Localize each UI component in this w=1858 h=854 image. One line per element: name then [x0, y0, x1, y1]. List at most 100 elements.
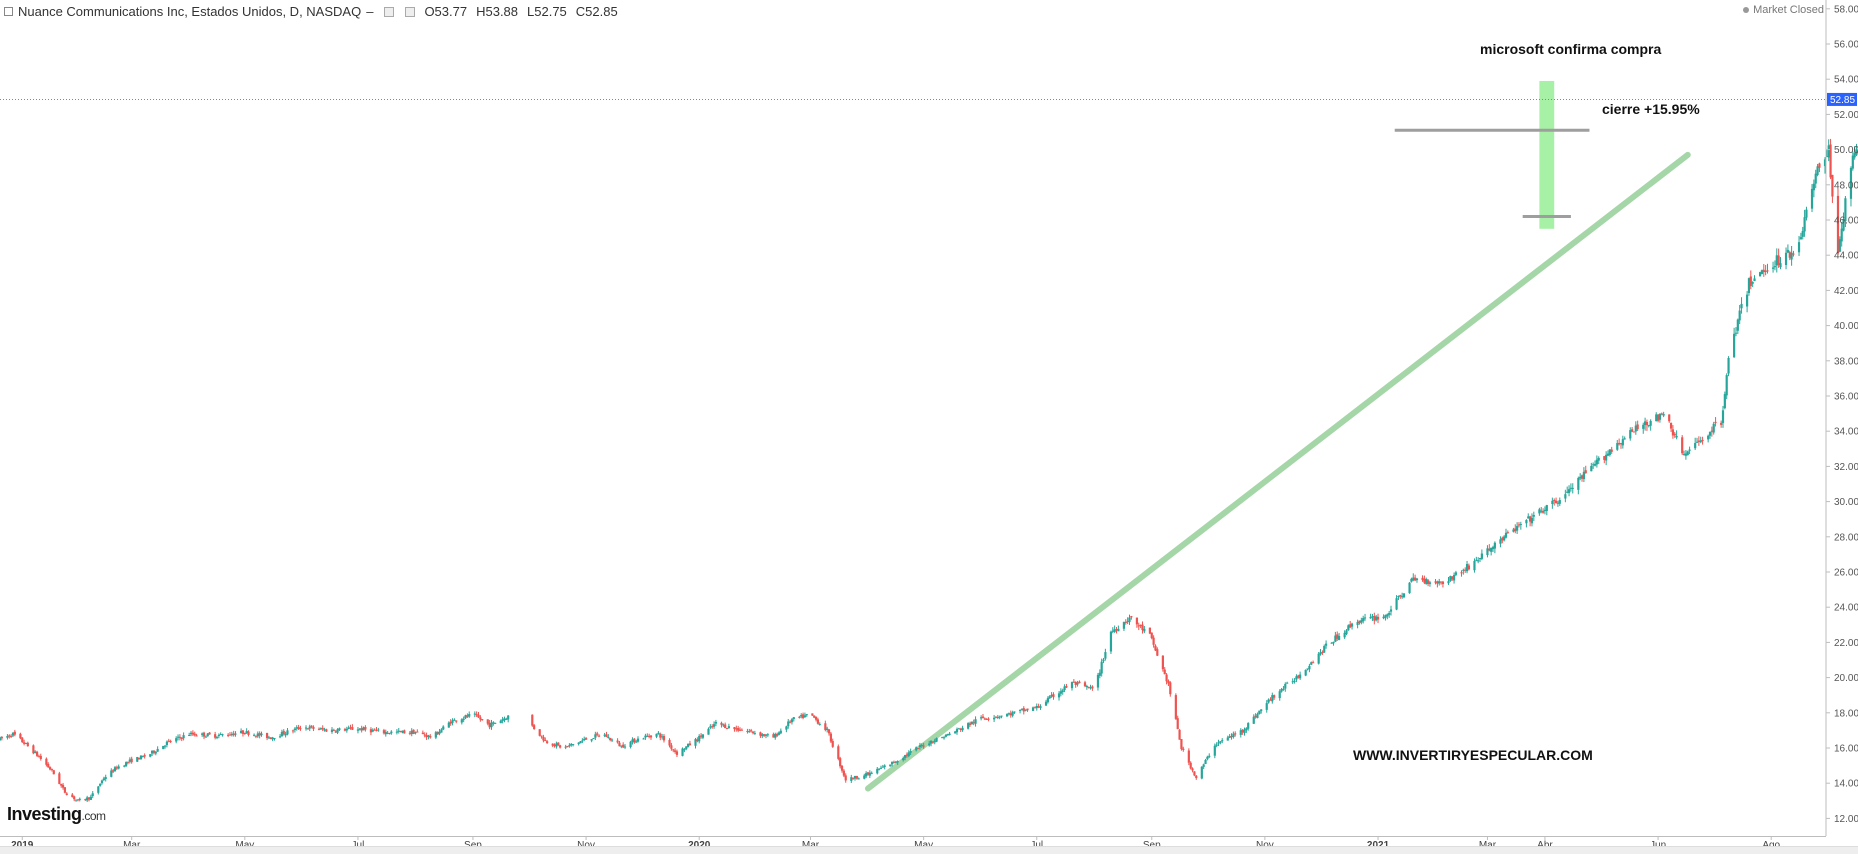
- candle-body: [1447, 581, 1450, 584]
- time-scrollbar[interactable]: [0, 846, 1858, 854]
- candle-body: [850, 777, 853, 781]
- candle-body: [1022, 708, 1025, 712]
- status-dot-icon: [1743, 7, 1750, 14]
- gap-highlight-box: [1539, 80, 1555, 229]
- candle-body: [683, 749, 686, 751]
- dropdown-icon[interactable]: –: [366, 4, 374, 19]
- candle-body: [1571, 487, 1574, 489]
- candle-body: [763, 734, 766, 736]
- candle-body: [1091, 686, 1094, 689]
- candle-body: [505, 718, 508, 720]
- candle-body: [349, 727, 352, 729]
- candle-body: [1514, 528, 1517, 532]
- candle-body: [214, 734, 217, 738]
- candle-body: [675, 751, 679, 755]
- candle-body: [65, 793, 68, 795]
- candle-body: [1035, 705, 1038, 709]
- candle-body: [839, 758, 842, 767]
- candle-body: [633, 738, 636, 743]
- candle-body: [169, 741, 172, 743]
- candle-body: [1187, 750, 1190, 763]
- candle-body: [668, 739, 671, 746]
- candle-body: [143, 755, 146, 757]
- candle-body: [1363, 617, 1367, 619]
- candle-body: [125, 762, 128, 767]
- candle-body: [462, 718, 465, 720]
- candle-body: [1844, 198, 1847, 222]
- candle-body: [1020, 709, 1024, 711]
- candle-body: [1048, 696, 1051, 699]
- candle-body: [1141, 624, 1144, 631]
- candle-body: [1089, 687, 1092, 689]
- close-icon[interactable]: [405, 6, 416, 17]
- candle-body: [280, 731, 284, 737]
- candle-body: [1369, 616, 1372, 619]
- candle-body: [273, 738, 276, 740]
- candle-body: [1784, 252, 1788, 266]
- candle-body: [853, 775, 857, 779]
- candle-body: [622, 744, 625, 748]
- candle-body: [182, 735, 185, 739]
- candle-body: [1115, 629, 1118, 631]
- candle-body: [78, 798, 81, 800]
- candle-body: [126, 761, 130, 763]
- candle-body: [688, 743, 692, 746]
- candle-body: [477, 714, 480, 718]
- annotation-gain: cierre +15.95%: [1602, 101, 1700, 117]
- candle-body: [312, 726, 315, 729]
- candle-body: [347, 727, 350, 729]
- candle-body: [649, 735, 653, 738]
- candle-body: [1710, 430, 1713, 432]
- candle-body: [748, 731, 751, 733]
- y-tick-label: 54.00: [1834, 75, 1858, 86]
- candle-body: [1421, 577, 1424, 580]
- candle-body: [788, 721, 792, 723]
- candle-body: [662, 735, 666, 741]
- candle-body: [1766, 270, 1769, 272]
- candle-body: [1180, 739, 1183, 750]
- candle-body: [800, 715, 803, 717]
- candle-body: [870, 772, 873, 774]
- candle-body: [330, 729, 334, 732]
- candle-body: [1758, 272, 1762, 277]
- settings-icon[interactable]: [384, 6, 395, 17]
- candle-body: [195, 735, 198, 737]
- candle-body: [712, 724, 716, 727]
- candle-body: [881, 766, 884, 768]
- candle-body: [1631, 429, 1634, 432]
- candle-body: [1590, 465, 1593, 472]
- candle-body: [876, 768, 879, 774]
- candle-body: [590, 739, 593, 741]
- candle-body: [1376, 616, 1380, 620]
- candle-body: [1643, 421, 1647, 426]
- candle-body: [1163, 669, 1166, 675]
- candle-body: [557, 742, 560, 746]
- candle-body: [1851, 155, 1854, 169]
- candle-body: [868, 772, 871, 776]
- candle-body: [1130, 616, 1133, 618]
- candle-body: [1254, 715, 1257, 718]
- candle-body: [304, 727, 308, 729]
- candle-body: [801, 714, 805, 719]
- candle-body: [1595, 459, 1598, 465]
- candle-body: [1616, 443, 1619, 450]
- candle-body: [909, 751, 912, 753]
- candle-body: [343, 729, 347, 731]
- candle-body: [416, 731, 419, 733]
- candle-body: [293, 728, 296, 731]
- y-tick-label: 24.00: [1834, 603, 1858, 614]
- x-tick-label: Mar: [123, 840, 141, 851]
- candle-body: [577, 742, 580, 745]
- candle-body: [1777, 255, 1780, 265]
- candle-body: [232, 733, 235, 736]
- candle-body: [421, 732, 424, 735]
- candle-body: [1792, 253, 1795, 255]
- candle-body: [356, 729, 360, 731]
- candle-body: [32, 745, 35, 754]
- candle-body: [447, 722, 450, 728]
- candle-body: [8, 735, 11, 737]
- logo-name: Investing: [7, 804, 82, 824]
- candle-body: [759, 732, 762, 736]
- collapse-icon[interactable]: [4, 7, 13, 16]
